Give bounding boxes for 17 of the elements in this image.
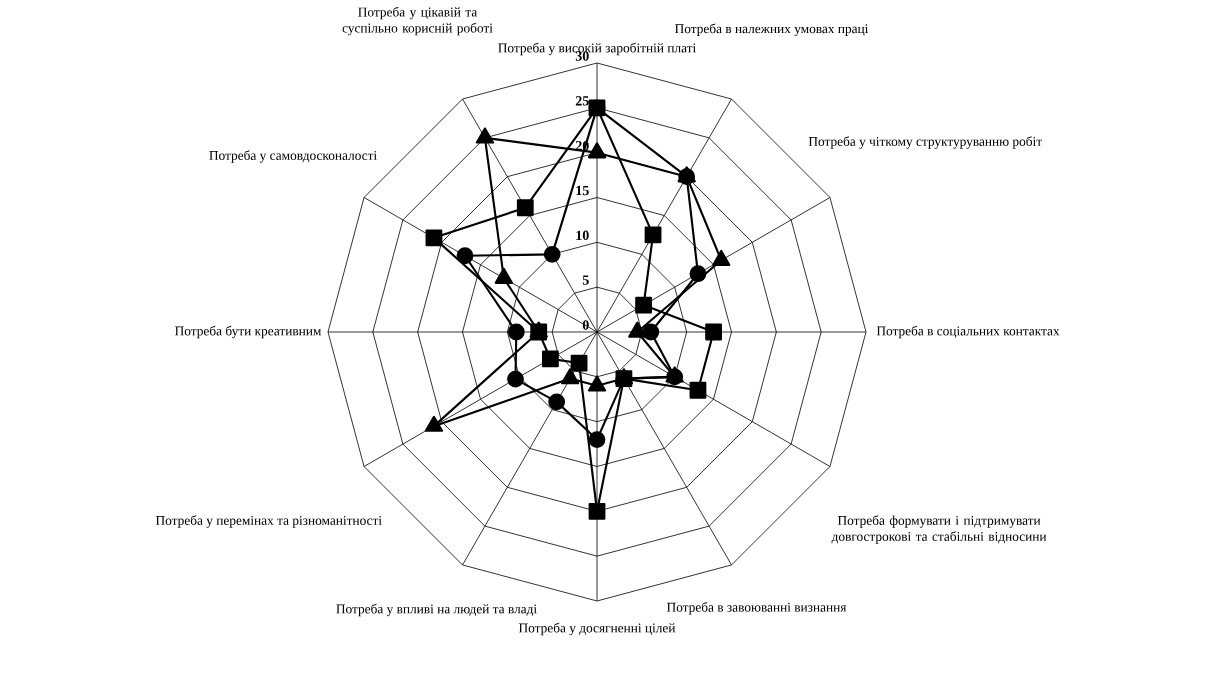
y-tick-label: 30 <box>575 51 589 61</box>
spoke-label: Потреба в соціальних контактах <box>876 325 1060 339</box>
spoke-label: Потреба у досягненні цілей <box>518 622 676 636</box>
spoke-label: Потреба в належних умовах праці <box>675 23 869 36</box>
y-tick-label: 0 <box>582 320 589 330</box>
y-tick-label: 25 <box>575 96 589 106</box>
y-tick-label: 5 <box>582 275 589 285</box>
spoke-label: Потреба у цікавій та суспільно корисній роботі <box>342 6 493 36</box>
spoke-label: Потреба у чіткому структуруванню робіт <box>808 136 1042 149</box>
spoke-label: Потреба в завоюванні визнання <box>666 602 847 615</box>
spoke-label: Потреба формувати і підтримувати довгострокові та стабільні відносини <box>831 515 1047 544</box>
spoke-label: Потреба у перемінах та різноманітності <box>155 515 382 528</box>
y-tick-label: 10 <box>576 230 589 241</box>
y-tick-label: 15 <box>576 185 589 196</box>
spoke-label: Потреба у впливі на людей та владі <box>336 603 537 617</box>
spoke-label: Потреба у самовдосконалості <box>209 150 377 163</box>
spoke-label: Потреба бути креативним <box>175 325 322 339</box>
